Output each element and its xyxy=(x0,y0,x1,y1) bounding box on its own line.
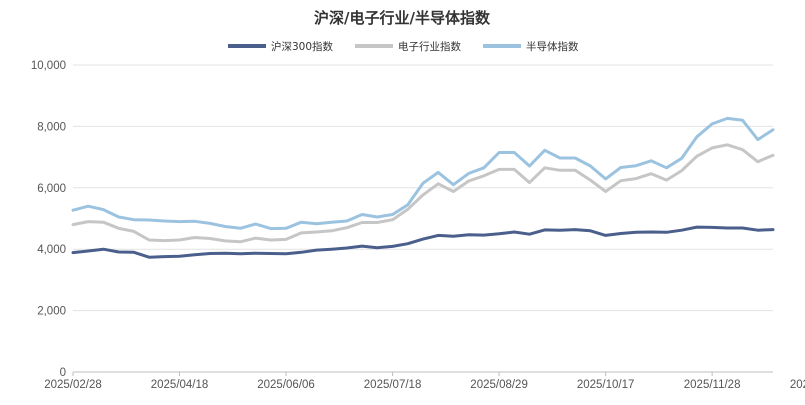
y-tick-label: 2,000 xyxy=(37,306,66,318)
y-tick-label: 0 xyxy=(60,367,66,379)
x-tick-label: 2026/01/16 xyxy=(790,379,805,391)
x-tick-label: 2025/06/06 xyxy=(257,379,315,391)
x-axis: 2025/02/28 2025/04/18 2025/06/06 2025/07/18… xyxy=(44,371,805,391)
legend: 沪深300指数 电子行业指数 半导体指数 xyxy=(228,40,579,53)
grid-lines xyxy=(73,64,773,312)
x-tick-label: 2025/07/18 xyxy=(364,379,422,391)
series-line-1 xyxy=(71,225,775,259)
series-group xyxy=(71,116,775,259)
y-tick-label: 8,000 xyxy=(37,121,66,133)
y-tick-label: 6,000 xyxy=(37,183,66,195)
x-tick-label: 2025/08/29 xyxy=(470,379,528,391)
y-tick-label: 10,000 xyxy=(31,60,66,72)
legend-label: 电子行业指数 xyxy=(398,40,461,53)
y-tick-label: 4,000 xyxy=(37,244,66,256)
legend-label: 沪深300指数 xyxy=(271,40,334,53)
x-tick-label: 2025/04/18 xyxy=(151,379,209,391)
y-axis: 0 2,000 4,000 6,000 8,000 10,000 xyxy=(31,60,66,379)
chart-title: 沪深/电子行业/半导体指数 xyxy=(314,9,491,27)
legend-label: 半导体指数 xyxy=(526,40,579,53)
x-tick-label: 2025/11/28 xyxy=(684,379,741,391)
series-line-3 xyxy=(71,116,775,231)
series-line-2 xyxy=(71,143,775,244)
x-tick-label: 2025/10/17 xyxy=(577,379,635,391)
x-tick-label: 2025/02/28 xyxy=(44,379,102,391)
